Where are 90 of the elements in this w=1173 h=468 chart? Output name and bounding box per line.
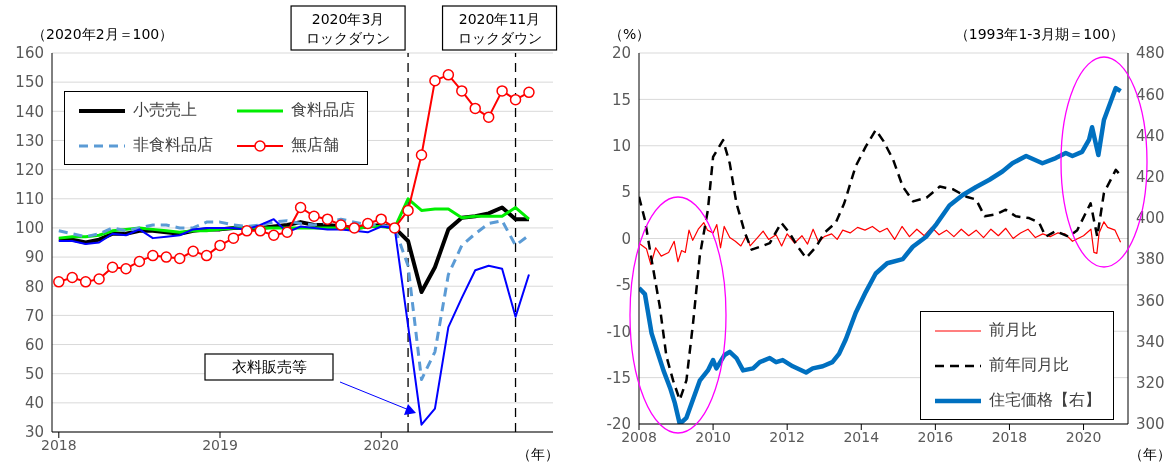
x-tick-label: 2008 (621, 428, 657, 445)
x-tick-label: 2016 (917, 428, 954, 445)
point (509, 93, 522, 106)
y-tick-label: 70 (24, 306, 44, 325)
y2-tick-label: 380 (1136, 250, 1165, 269)
point (106, 261, 119, 274)
y-tick-label: 5 (621, 183, 631, 202)
line-series (639, 221, 1122, 266)
y-tick-label: 90 (24, 248, 44, 267)
point (308, 210, 320, 223)
point (402, 204, 414, 217)
y-tick-label: 130 (15, 131, 44, 150)
annotation: 衣料販売等 (231, 358, 307, 376)
point (200, 249, 213, 262)
point (415, 149, 428, 161)
y2-axis-title: （1993年1-3月期＝100） (954, 26, 1124, 44)
ref-line-label: 2020年11月ロックダウン (457, 11, 542, 46)
point (66, 271, 78, 284)
x-tick-label: 2014 (843, 428, 880, 445)
y-tick-label: 40 (24, 394, 44, 413)
y-tick-label: -10 (606, 322, 631, 341)
y-tick-label: 120 (15, 160, 44, 179)
point (523, 86, 535, 99)
point (93, 273, 105, 285)
point (214, 239, 226, 252)
point (294, 201, 307, 214)
legend-label: 前月比 (989, 320, 1037, 341)
y-tick-label: 80 (24, 277, 44, 296)
x-tick-label: 2010 (695, 428, 731, 445)
point (160, 251, 173, 263)
y-tick-label: 160 (15, 44, 44, 63)
line-series (639, 85, 1123, 424)
point (348, 222, 361, 234)
x-tick-label: 2018 (40, 436, 77, 453)
y2-tick-label: 480 (1136, 44, 1165, 63)
y2-tick-label: 340 (1136, 332, 1165, 351)
legend-label: 食料品店 (291, 100, 355, 121)
y2-tick-label: 300 (1136, 415, 1165, 434)
y-tick-label: 150 (15, 73, 44, 92)
point (133, 255, 146, 268)
point (147, 249, 159, 262)
point (456, 85, 468, 97)
y-tick-label: 60 (24, 335, 44, 354)
y-axis-title: （%） (609, 26, 651, 44)
y-tick-label: 50 (24, 365, 44, 384)
x-axis-title: （年） (1129, 446, 1171, 464)
y-tick-label: -5 (616, 276, 631, 295)
point (469, 102, 481, 115)
y-tick-label: 100 (15, 219, 44, 238)
x-tick-label: 2019 (202, 436, 238, 453)
legend-label: 小売売上 (133, 100, 197, 121)
point (53, 276, 65, 288)
point (254, 225, 267, 237)
point (187, 245, 199, 257)
point (321, 213, 334, 225)
x-tick-label: 2012 (769, 428, 805, 445)
y-tick-label: 110 (15, 190, 44, 209)
y-tick-label: 10 (611, 137, 631, 156)
x-tick-label: 2018 (991, 428, 1028, 445)
point (281, 226, 293, 239)
legend-label: 非食料品店 (133, 135, 213, 156)
point (429, 74, 441, 87)
y-tick-label: 15 (611, 90, 631, 109)
point (241, 225, 253, 237)
point (120, 262, 132, 275)
x-tick-label: 2020 (1065, 428, 1102, 445)
y-tick-label: 20 (611, 44, 631, 63)
point (267, 229, 280, 241)
ref-line-label: 2020年3月ロックダウン (306, 11, 391, 46)
point (173, 252, 186, 265)
point (442, 69, 455, 81)
legend-label: 住宅価格【右】 (989, 390, 1101, 411)
point (375, 213, 387, 225)
point (227, 232, 240, 244)
y2-tick-label: 360 (1136, 291, 1165, 310)
point (482, 111, 495, 123)
legend-label: 無店舗 (291, 135, 339, 156)
y2-tick-label: 320 (1136, 374, 1165, 393)
y-tick-label: 140 (15, 102, 44, 121)
point (335, 219, 347, 231)
legend-label: 前年同月比 (989, 355, 1069, 376)
y-tick-label: -15 (606, 368, 631, 387)
point (362, 217, 374, 230)
y-axis-title: （2020年2月＝100） (32, 26, 174, 44)
y-tick-label: 0 (621, 229, 631, 248)
x-tick-label: 2020 (363, 436, 400, 453)
point (388, 222, 401, 234)
point (496, 85, 508, 97)
x-axis-title: （年） (517, 446, 559, 464)
point (79, 276, 92, 288)
